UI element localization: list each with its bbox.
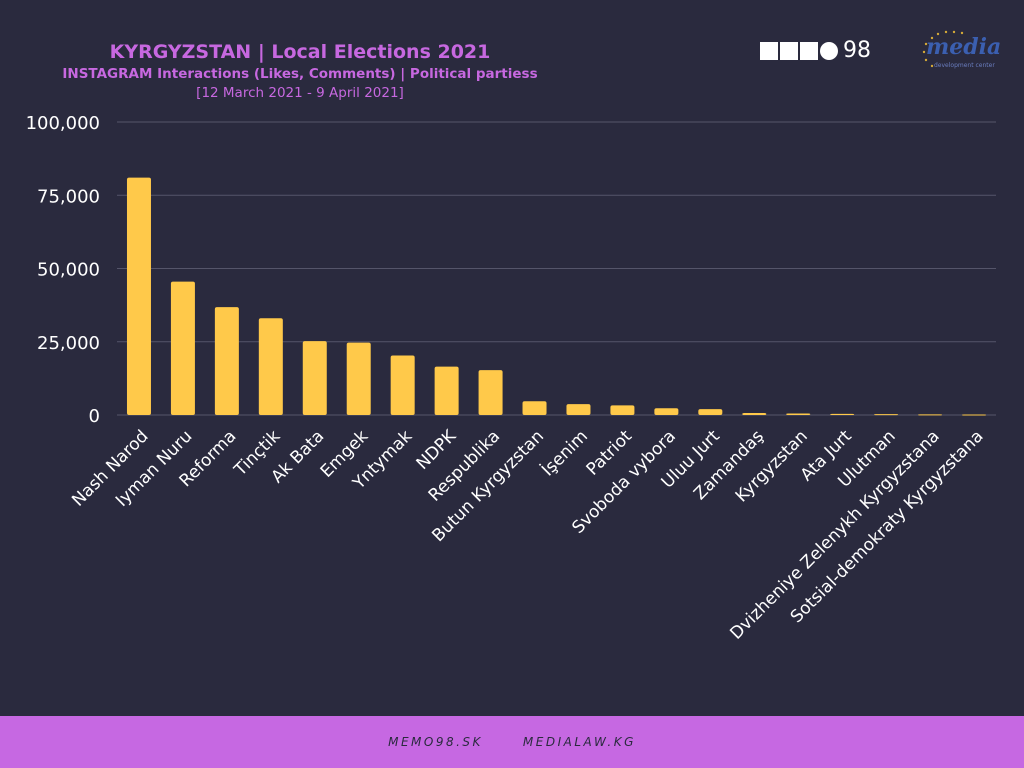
- bar: [478, 370, 503, 415]
- y-tick-label: 100,000: [26, 113, 100, 134]
- y-tick-label: 75,000: [37, 186, 100, 207]
- bar: [170, 281, 195, 415]
- bar: [346, 342, 371, 415]
- chart-subtitle: INSTAGRAM Interactions (Likes, Comments)…: [62, 66, 538, 82]
- x-tick-label: İşenim: [537, 426, 592, 481]
- bar: [918, 414, 943, 416]
- y-tick-label: 25,000: [37, 333, 100, 354]
- chart-title: KYRGYZSTAN | Local Elections 2021: [109, 41, 491, 63]
- media-development-center-logo: media development center: [918, 30, 1004, 76]
- bar: [434, 366, 459, 415]
- bar: [742, 412, 767, 415]
- chart-title-block: KYRGYZSTAN | Local Elections 2021 INSTAG…: [0, 40, 600, 102]
- bar: [566, 404, 591, 415]
- chart-period: [12 March 2021 - 9 April 2021]: [196, 85, 404, 101]
- footer-link-medialaw[interactable]: MEDIALAW.KG: [522, 735, 636, 749]
- bar: [390, 355, 415, 415]
- bar: [214, 307, 239, 415]
- footer-link-memo98[interactable]: MEMO98.SK: [388, 735, 483, 749]
- bar: [610, 405, 635, 415]
- media-sub: development center: [934, 62, 995, 69]
- bar: [830, 413, 855, 415]
- bar: [258, 318, 283, 415]
- memo-o-icon: [820, 41, 838, 60]
- y-tick-label: 0: [89, 406, 100, 427]
- bar: [302, 341, 327, 415]
- bar: [786, 413, 811, 415]
- logo-area: 98 media development center: [760, 30, 1010, 80]
- y-tick-label: 50,000: [37, 260, 100, 281]
- bar: [654, 408, 679, 415]
- memo-m-icon: [760, 41, 778, 60]
- media-word: media: [926, 34, 1002, 60]
- bar: [126, 177, 151, 415]
- bar: [962, 414, 987, 416]
- media-dots-icon: [922, 30, 964, 68]
- memo98-logo: 98: [760, 38, 871, 63]
- bar: [522, 401, 547, 415]
- bar: [698, 409, 723, 415]
- memo-m2-icon: [800, 41, 818, 60]
- bar: [874, 414, 899, 416]
- footer-bar: MEMO98.SK MEDIALAW.KG: [0, 716, 1024, 768]
- memo-e-icon: [780, 41, 798, 60]
- memo-number: 98: [843, 38, 871, 63]
